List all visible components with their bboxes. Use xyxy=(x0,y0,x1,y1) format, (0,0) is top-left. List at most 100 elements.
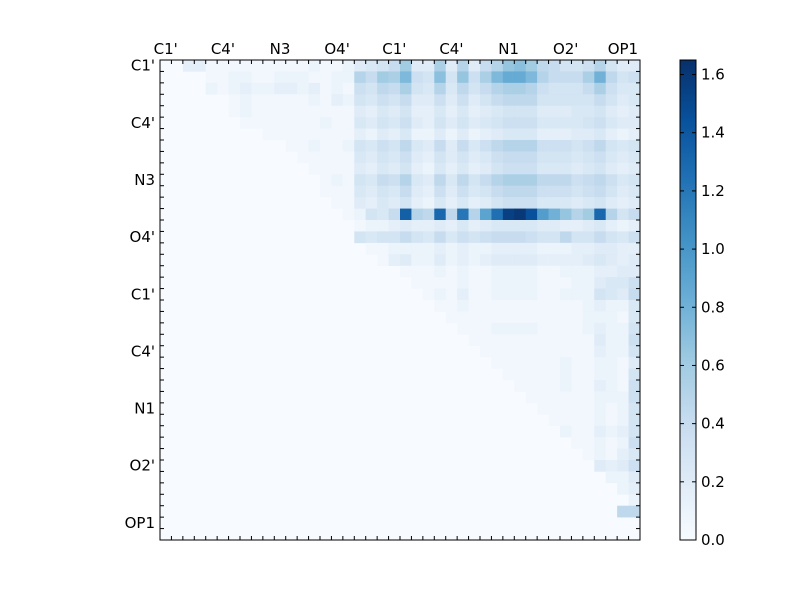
heatmap-cell xyxy=(582,414,595,427)
heatmap-cell xyxy=(445,254,458,267)
x-tick-label: OP1 xyxy=(608,40,638,58)
heatmap-cell xyxy=(400,117,412,129)
heatmap-cell xyxy=(251,94,264,107)
heatmap-cell xyxy=(434,288,447,301)
heatmap-cell xyxy=(434,151,447,164)
heatmap-cell xyxy=(274,128,287,141)
heatmap-cell xyxy=(548,140,561,152)
heatmap-cell xyxy=(628,345,641,358)
y-tick-label: C4' xyxy=(131,114,155,132)
heatmap-cell xyxy=(628,425,641,438)
heatmap-cell xyxy=(594,231,607,244)
heatmap-cell xyxy=(445,231,458,244)
colorbar-tick-label: 1.2 xyxy=(701,182,725,200)
heatmap-cell xyxy=(514,254,527,267)
heatmap-cell xyxy=(594,197,607,209)
heatmap-cell xyxy=(617,380,629,392)
y-tick-label: C1' xyxy=(131,57,155,75)
heatmap-cell xyxy=(365,105,378,118)
heatmap-cell xyxy=(617,82,629,95)
heatmap-cell xyxy=(388,208,401,221)
heatmap-cell xyxy=(400,174,412,187)
heatmap-cell xyxy=(480,220,492,232)
heatmap-cell xyxy=(502,128,515,141)
heatmap-cell xyxy=(594,300,607,312)
heatmap-cell xyxy=(377,254,389,267)
heatmap-cell xyxy=(354,174,367,187)
heatmap-cell xyxy=(514,140,527,152)
heatmap-cell xyxy=(628,505,641,518)
heatmap-cell xyxy=(525,345,538,358)
heatmap-cell xyxy=(560,220,572,232)
heatmap-cell xyxy=(628,277,641,289)
heatmap-cell xyxy=(571,60,584,72)
heatmap-cell xyxy=(537,151,549,164)
heatmap-cell xyxy=(617,482,629,495)
heatmap-cell xyxy=(388,151,401,164)
heatmap-cell xyxy=(445,288,458,301)
heatmap-cell xyxy=(308,162,321,175)
heatmap-cell xyxy=(537,322,549,335)
heatmap-cell xyxy=(582,185,595,198)
heatmap-cell xyxy=(582,311,595,324)
heatmap-cell xyxy=(560,288,572,301)
heatmap-cell xyxy=(411,174,424,187)
heatmap-cell xyxy=(628,391,641,404)
heatmap-cell xyxy=(320,151,332,164)
heatmap-cell xyxy=(320,82,332,95)
heatmap-cell xyxy=(594,71,607,84)
heatmap-cell xyxy=(605,151,618,164)
heatmap-cell xyxy=(502,254,515,267)
heatmap-cell xyxy=(491,140,504,152)
heatmap-cell xyxy=(502,231,515,244)
heatmap-cell xyxy=(480,185,492,198)
heatmap-cell xyxy=(594,460,607,472)
heatmap-cell xyxy=(228,60,241,72)
heatmap-cell xyxy=(240,82,252,95)
colorbar-tick-label: 1.0 xyxy=(701,240,725,258)
heatmap-cell xyxy=(617,345,629,358)
heatmap-cell xyxy=(480,105,492,118)
heatmap-cell xyxy=(628,471,641,484)
heatmap-cell xyxy=(480,345,492,358)
heatmap-cell xyxy=(480,231,492,244)
heatmap-cell xyxy=(194,60,207,72)
heatmap-cell xyxy=(422,254,435,267)
heatmap-cell xyxy=(548,380,561,392)
heatmap-cell xyxy=(434,140,447,152)
heatmap-cell xyxy=(594,140,607,152)
heatmap-cell xyxy=(502,300,515,312)
heatmap-cell xyxy=(422,60,435,72)
heatmap-cell xyxy=(537,82,549,95)
heatmap-cell xyxy=(605,380,618,392)
heatmap-cell xyxy=(605,368,618,381)
heatmap-cell xyxy=(605,254,618,267)
heatmap-cell xyxy=(548,185,561,198)
heatmap-cell xyxy=(525,105,538,118)
heatmap-cell xyxy=(514,105,527,118)
heatmap-cell xyxy=(491,220,504,232)
heatmap-cell xyxy=(445,94,458,107)
heatmap-cell xyxy=(628,448,641,461)
heatmap-cell xyxy=(617,311,629,324)
heatmap-cell xyxy=(617,505,629,518)
heatmap-cell xyxy=(548,208,561,221)
heatmap-cell xyxy=(297,94,309,107)
heatmap-cell xyxy=(354,197,367,209)
heatmap-cell xyxy=(628,94,641,107)
heatmap-cell xyxy=(377,220,389,232)
heatmap-cell xyxy=(354,185,367,198)
heatmap-cell xyxy=(354,208,367,221)
heatmap-cell xyxy=(274,82,287,95)
heatmap-cell xyxy=(320,140,332,152)
heatmap-cell xyxy=(582,242,595,255)
heatmap-cell xyxy=(514,128,527,141)
heatmap-cell xyxy=(491,60,504,72)
heatmap-cell xyxy=(308,151,321,164)
heatmap-cell xyxy=(582,254,595,267)
heatmap-cell xyxy=(560,208,572,221)
heatmap-cell xyxy=(400,220,412,232)
heatmap-cell xyxy=(514,94,527,107)
heatmap-cell xyxy=(502,151,515,164)
